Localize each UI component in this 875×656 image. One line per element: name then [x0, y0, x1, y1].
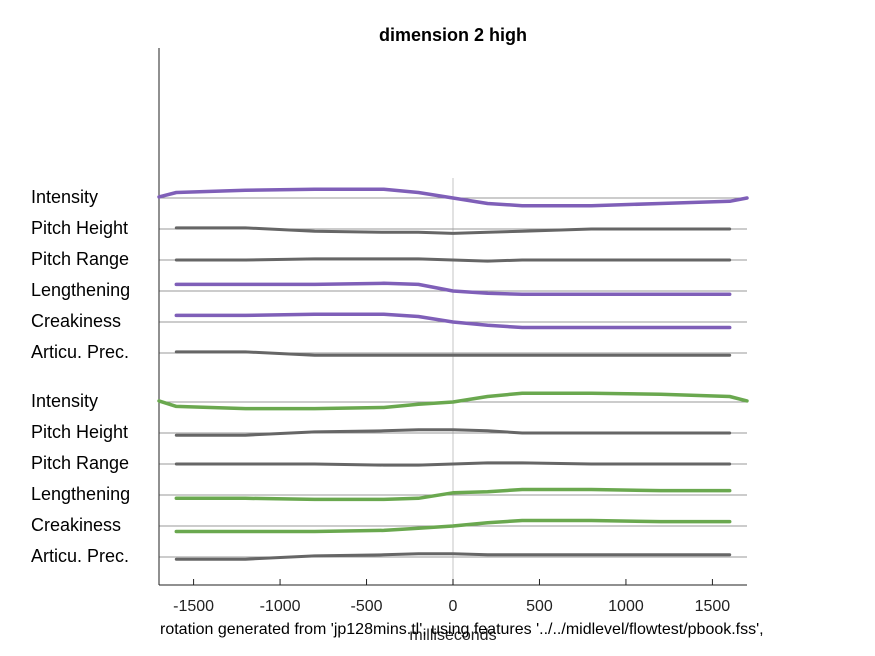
series-line-low-articu-prec	[174, 552, 732, 561]
row-label-1: Pitch Height	[31, 218, 128, 238]
row-label-0: Intensity	[31, 187, 98, 207]
series-line-low-creakiness	[174, 518, 732, 534]
x-tick-label-0: -1500	[173, 598, 214, 615]
row-label-11: Articu. Prec.	[31, 546, 129, 566]
row-label-7: Pitch Height	[31, 422, 128, 442]
row-label-3: Lengthening	[31, 280, 130, 300]
series-line-low-intensity	[157, 391, 749, 411]
x-tick-label-1: -1000	[260, 598, 301, 615]
series-line-high-lengthening	[174, 281, 732, 297]
plot-area: -1500 -1000 -500 0 500 1000 1500 Intensity Pitch…	[31, 48, 749, 615]
series-line-high-intensity	[157, 187, 749, 208]
row-label-6: Intensity	[31, 391, 98, 411]
row-label-9: Lengthening	[31, 484, 130, 504]
footer-note: rotation generated from 'jp128mins.tl', …	[160, 621, 764, 638]
chart-title: dimension 2 high	[379, 25, 527, 45]
series-line-high-pitch-height	[174, 226, 732, 235]
series-line-low-lengthening	[174, 487, 732, 502]
row-label-5: Articu. Prec.	[31, 342, 129, 362]
x-tick-label-5: 1000	[608, 598, 644, 615]
x-axis-label: milliseconds	[409, 627, 496, 644]
row-label-10: Creakiness	[31, 515, 121, 535]
x-tick-label-3: 0	[449, 598, 458, 615]
x-tick-label-4: 500	[526, 598, 553, 615]
series-line-high-creakiness	[174, 312, 732, 330]
series-line-high-articu-prec	[174, 350, 732, 357]
row-label-2: Pitch Range	[31, 249, 129, 269]
row-label-8: Pitch Range	[31, 453, 129, 473]
series-line-low-pitch-height	[174, 428, 732, 437]
x-tick-label-2: -500	[351, 598, 383, 615]
row-label-4: Creakiness	[31, 311, 121, 331]
series-line-high-pitch-range	[174, 257, 732, 263]
series-line-low-pitch-range	[174, 461, 732, 467]
x-tick-label-6: 1500	[695, 598, 731, 615]
